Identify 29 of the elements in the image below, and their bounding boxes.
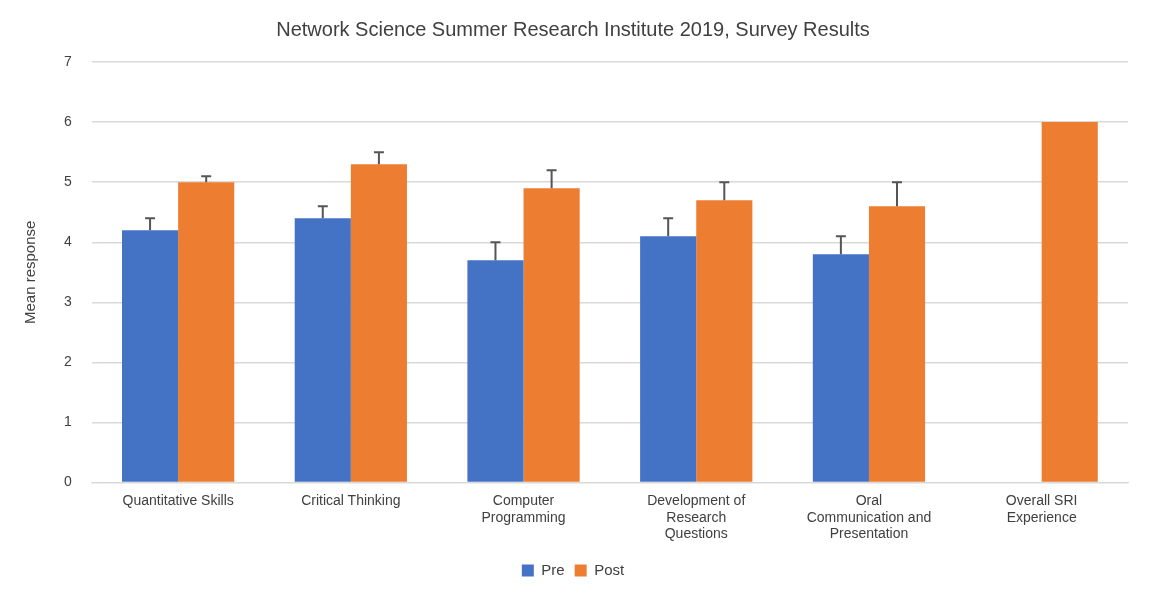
- x-tick-label: Quantitative Skills: [122, 491, 234, 508]
- x-tick-label: Development of Research Questions: [647, 491, 746, 542]
- x-tick-label: Oral Communication and Presentation: [806, 491, 932, 542]
- bar: [523, 188, 580, 482]
- bar: [812, 254, 869, 482]
- x-tick-label: Computer Programming: [481, 491, 566, 525]
- y-axis-title: Mean response: [21, 220, 39, 324]
- bar: [178, 182, 235, 482]
- y-tick-label: 2: [63, 353, 72, 370]
- y-tick-label: 4: [63, 233, 72, 250]
- bar: [696, 200, 753, 482]
- y-tick-label: 0: [63, 473, 72, 490]
- bar: [294, 218, 351, 482]
- y-tick-label: 5: [63, 173, 72, 190]
- bar: [467, 260, 524, 482]
- x-tick-label: Overall SRI Experience: [1005, 491, 1078, 525]
- bar: [1041, 122, 1098, 482]
- y-tick-label: 3: [63, 293, 72, 310]
- y-tick-label: 7: [63, 52, 72, 69]
- legend-label: Pre: [541, 560, 565, 578]
- y-tick-label: 6: [63, 112, 72, 129]
- x-tick-label: Critical Thinking: [301, 491, 401, 508]
- legend-label: Post: [594, 560, 626, 578]
- y-tick-label: 1: [63, 413, 72, 430]
- bar: [122, 230, 179, 482]
- bar: [640, 236, 697, 482]
- bar: [350, 164, 407, 482]
- chart-title: Network Science Summer Research Institute 2019, Survey Results: [276, 17, 870, 40]
- bar: [868, 206, 926, 482]
